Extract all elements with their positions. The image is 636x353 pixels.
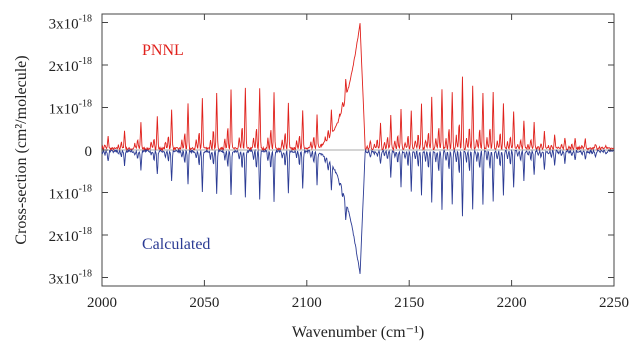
x-tick-label: 2050 — [189, 295, 219, 311]
x-tick-label: 2150 — [394, 295, 424, 311]
series-line-pnnl — [101, 23, 615, 152]
y-tick-label: 2x10-18 — [49, 56, 92, 75]
series-line-calculated — [101, 148, 615, 274]
y-tick-label: 1x10-18 — [49, 184, 92, 203]
x-tick-label: 2100 — [292, 295, 322, 311]
x-tick-label: 2200 — [497, 295, 527, 311]
series-label-pnnl: PNNL — [142, 42, 184, 59]
y-tick-label: 3x10-18 — [49, 14, 92, 33]
x-axis-title: Wavenumber (cm⁻¹) — [292, 324, 424, 341]
y-tick-label: 0 — [85, 144, 93, 160]
y-axis-title: Cross-section (cm²/molecule) — [13, 55, 30, 244]
x-tick-label: 2000 — [87, 295, 117, 311]
y-tick-label: 3x10-18 — [49, 269, 92, 288]
x-tick-label: 2250 — [599, 295, 629, 311]
y-tick-label: 1x10-18 — [49, 99, 92, 118]
y-tick-label: 2x10-18 — [49, 226, 92, 245]
series-label-calculated: Calculated — [142, 236, 210, 253]
